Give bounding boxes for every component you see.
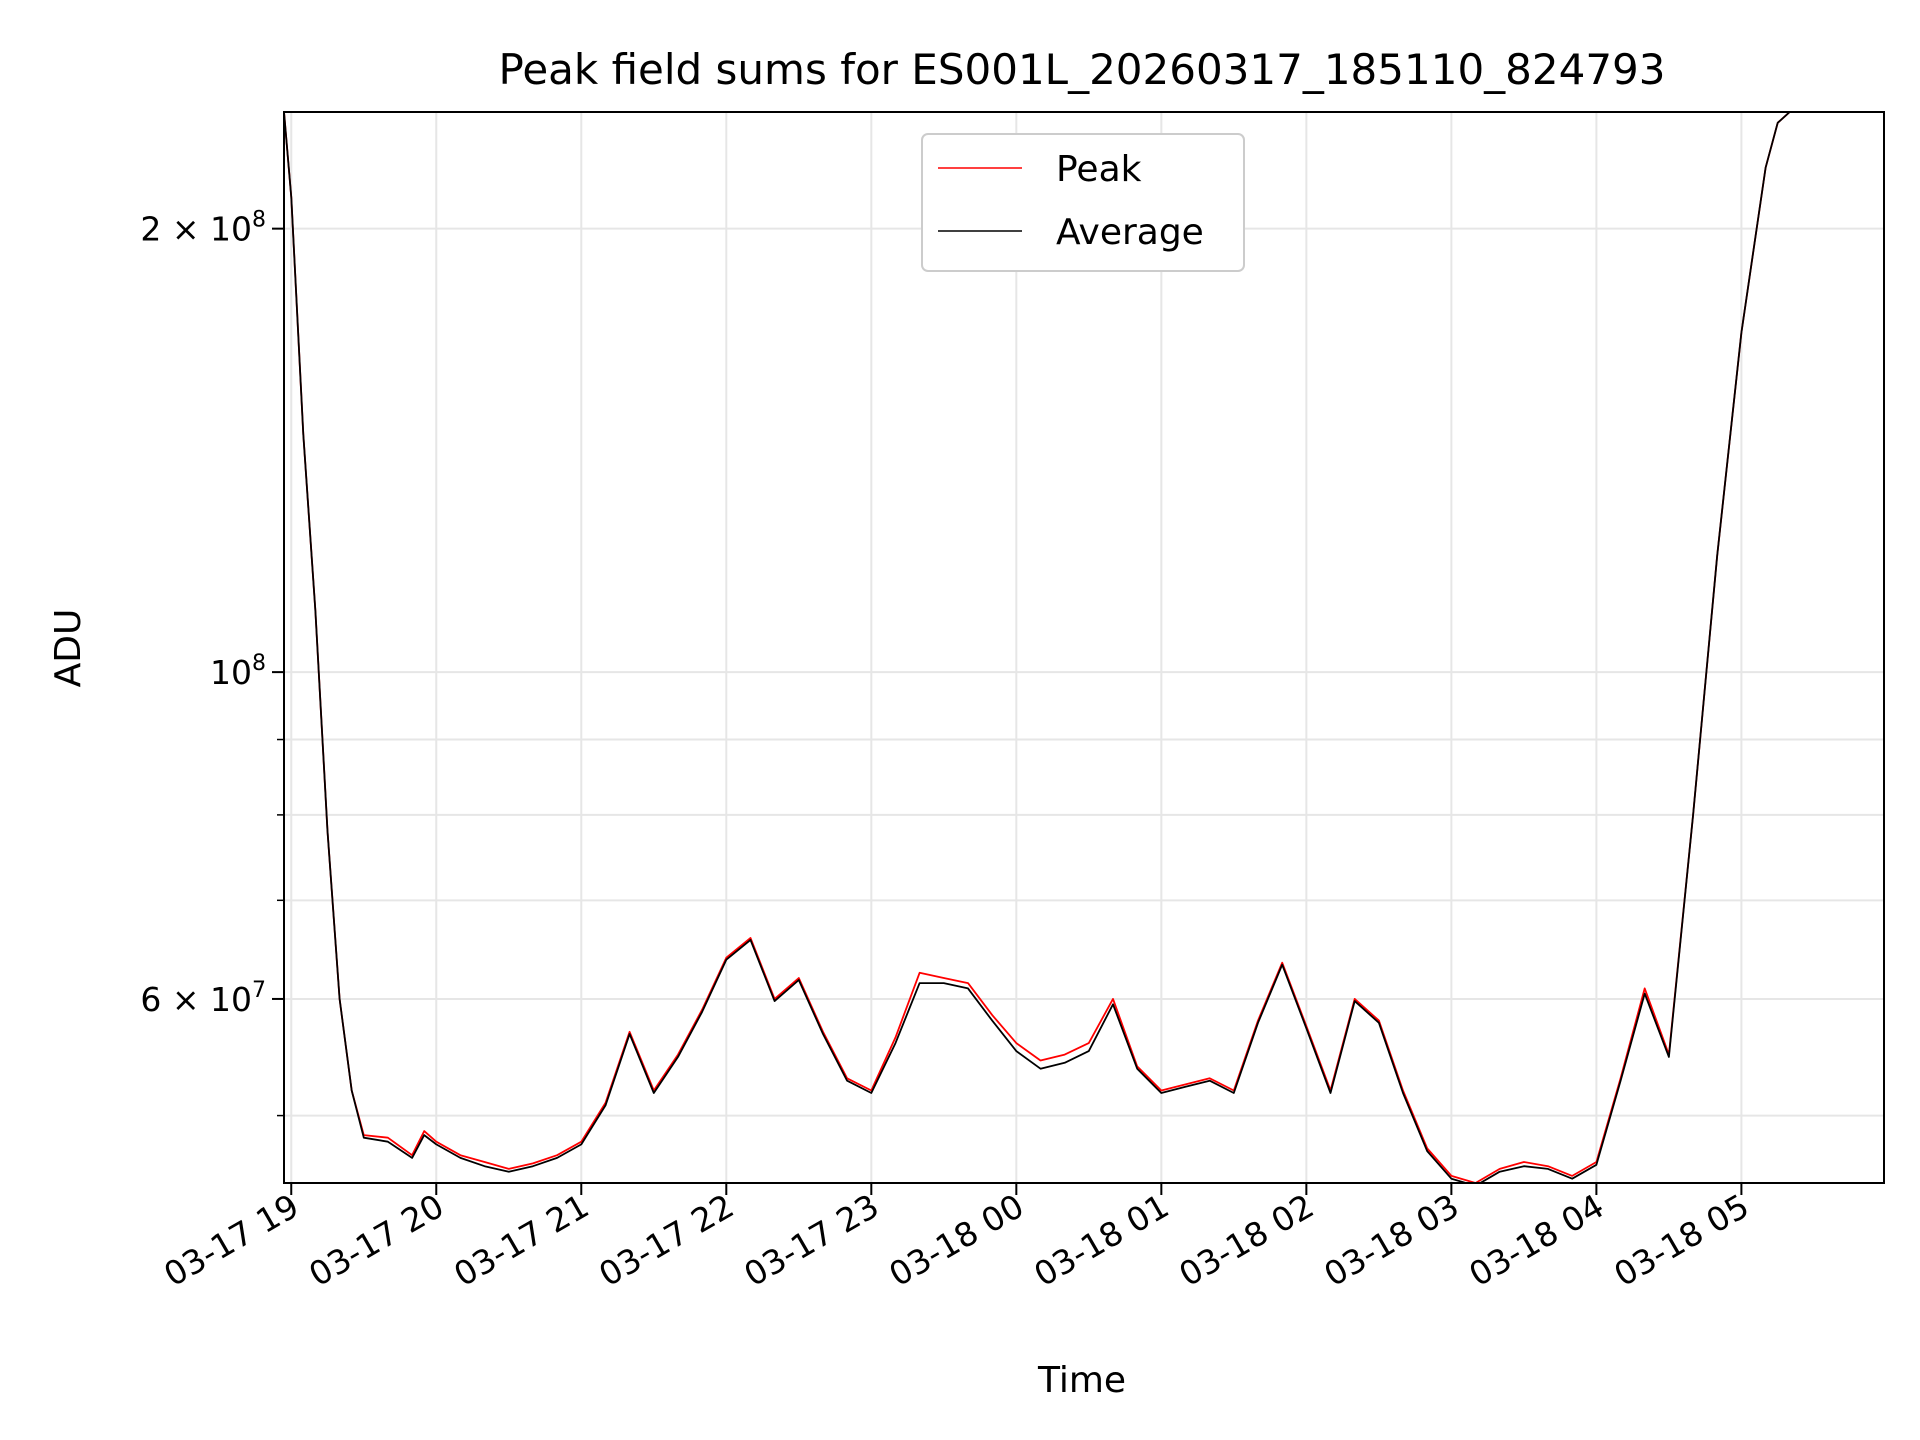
- y-tick-exponent: 8: [252, 651, 266, 676]
- plot-frame: [283, 111, 1885, 1184]
- y-axis-label: ADU: [48, 609, 89, 688]
- grid: [284, 112, 1884, 1183]
- plot-lines: [284, 112, 1884, 1183]
- y-tick-label: 108: [210, 651, 266, 692]
- series-line-average: [284, 112, 1884, 1183]
- y-tick-base: 2 × 10: [140, 210, 252, 249]
- legend-average-label: Average: [1056, 212, 1204, 253]
- legend-peak-label: Peak: [1056, 149, 1142, 190]
- legend: Peak Average: [921, 133, 1245, 272]
- y-tick-base: 6 × 10: [140, 980, 252, 1019]
- chart-title: Peak field sums for ES001L_20260317_1851…: [499, 45, 1666, 94]
- y-tick-label: 2 × 108: [140, 208, 266, 249]
- y-tick-base: 10: [210, 653, 252, 692]
- y-tick-exponent: 7: [252, 978, 266, 1003]
- y-tick-label: 6 × 107: [140, 978, 266, 1019]
- y-tick-exponent: 8: [252, 208, 266, 233]
- x-axis-label: Time: [1037, 1360, 1126, 1401]
